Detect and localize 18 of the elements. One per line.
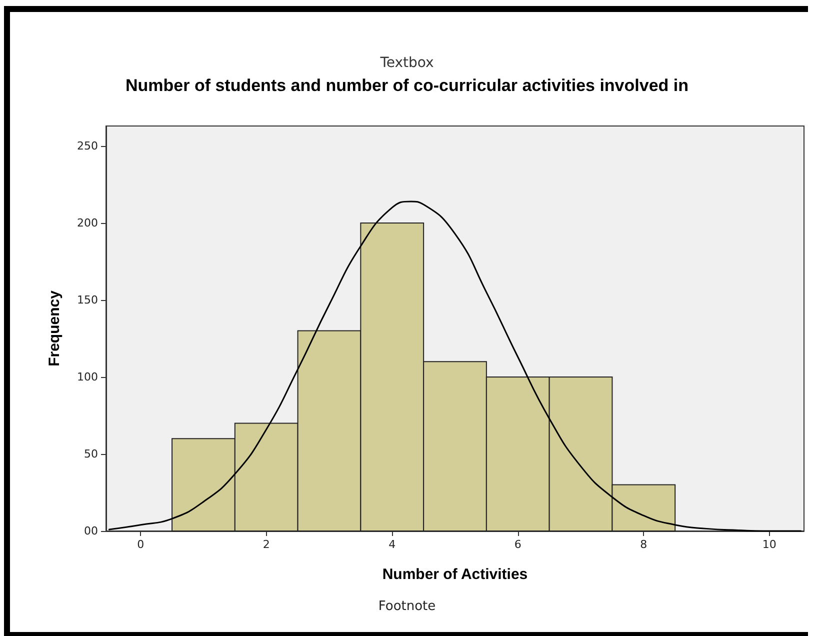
- x-axis-title: Number of Activities: [382, 566, 528, 583]
- x-tick-label: 10: [762, 538, 776, 551]
- x-tick-label: 8: [640, 538, 648, 551]
- x-tick-label: 0: [137, 538, 144, 551]
- text: Footnote: [378, 599, 436, 614]
- line-series: [108, 200, 802, 532]
- y-tick-label: 250: [77, 140, 98, 153]
- y-tick-label: 200: [77, 216, 98, 230]
- x-tick-label: 4: [388, 538, 396, 551]
- x-tick-label: 2: [262, 538, 270, 551]
- y-tick-label: 100: [77, 370, 98, 384]
- chart-subtitle: Textbox: [379, 55, 434, 71]
- y-tick-label: 50: [84, 448, 98, 461]
- y-tick-label: 150: [77, 294, 98, 307]
- y-tick-label: 00: [84, 524, 98, 538]
- x-tick-label: 6: [514, 538, 522, 551]
- y-axis-title: Frequency: [46, 290, 63, 366]
- chart-title: Number of students and number of co-curricular activities involved in: [126, 76, 688, 95]
